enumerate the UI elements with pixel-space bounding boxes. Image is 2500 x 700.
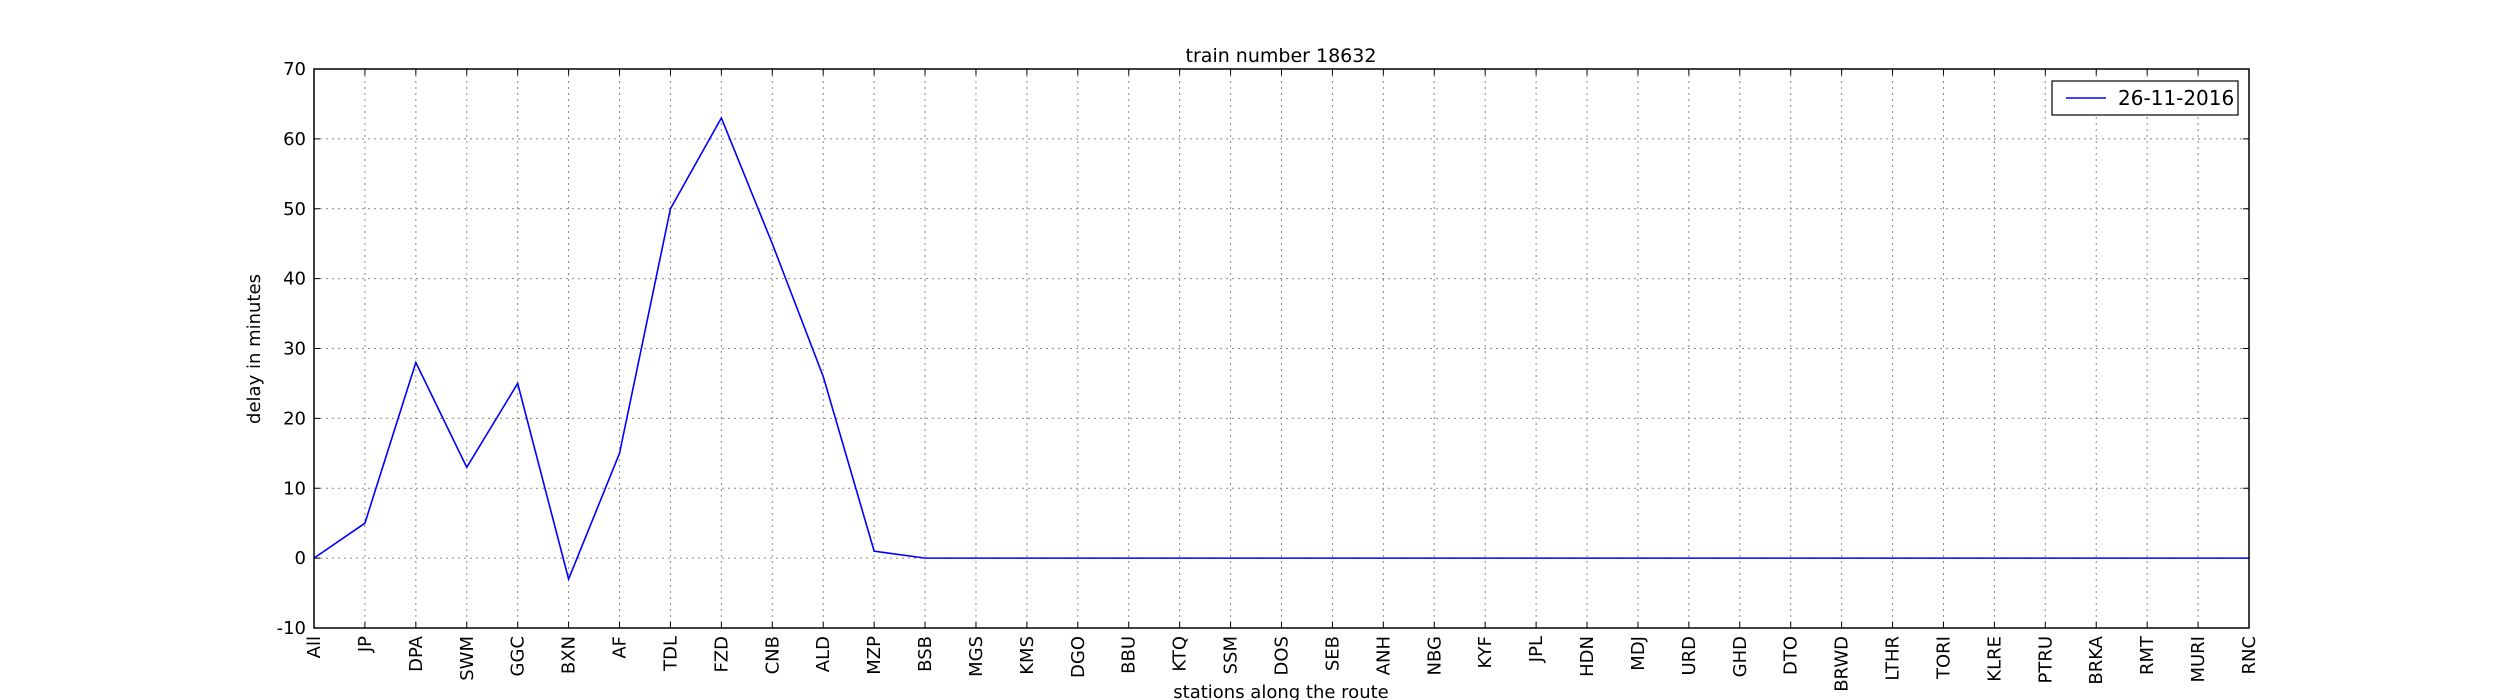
x-tick-label: BSB xyxy=(915,636,936,672)
x-tick-label: RMT xyxy=(2137,635,2158,675)
y-tick-label: 60 xyxy=(283,129,306,150)
x-tick-label: BXN xyxy=(559,636,580,674)
chart-title: train number 18632 xyxy=(1186,45,1377,67)
x-tick-label: KYF xyxy=(1475,636,1496,669)
y-tick-label: 70 xyxy=(283,59,306,80)
x-tick-label: DOS xyxy=(1272,636,1293,675)
x-tick-label: PTRU xyxy=(2035,636,2056,684)
x-tick-label: ALD xyxy=(813,636,834,672)
x-tick-label: MURI xyxy=(2188,636,2209,683)
x-tick-label: KLRE xyxy=(1984,636,2005,682)
x-tick-label: BRKA xyxy=(2086,635,2107,684)
x-tick-label: MGS xyxy=(966,636,987,677)
line xyxy=(313,116,2249,582)
x-tick-label: MZP xyxy=(864,636,885,675)
x-tick-label: GHD xyxy=(1730,636,1751,677)
x-tick-label: SSM xyxy=(1221,636,1242,674)
x-tick-label: DTO xyxy=(1781,636,1802,675)
x-tick-label: LTHR xyxy=(1883,636,1904,681)
x-tick-label: TDL xyxy=(660,636,681,672)
x-tick-label: FZD xyxy=(711,636,732,673)
y-tick-label: 40 xyxy=(283,269,306,290)
x-tick-label: BBU xyxy=(1119,636,1140,674)
x-tick-label: All xyxy=(304,636,325,658)
x-tick-label: NBG xyxy=(1424,636,1445,675)
x-tick-label: AF xyxy=(610,636,631,659)
x-tick-label: SWM xyxy=(457,636,478,681)
y-tick-label: 30 xyxy=(283,339,306,360)
x-tick-label: JPL xyxy=(1526,636,1547,663)
y-tick-label: 10 xyxy=(283,478,306,499)
x-tick-label: TORI xyxy=(1933,636,1954,680)
x-tick-label: DPA xyxy=(406,635,427,672)
x-tick-label: MDJ xyxy=(1628,636,1649,671)
y-tick-label: -10 xyxy=(277,618,306,639)
x-tick-label: JP xyxy=(355,636,376,653)
legend-label: 26-11-2016 xyxy=(2118,86,2234,110)
x-tick-label: DGO xyxy=(1068,636,1089,678)
x-tick-label: KMS xyxy=(1017,636,1038,675)
x-tick-label: CNB xyxy=(762,636,783,674)
x-tick-label: GGC xyxy=(508,636,529,676)
x-tick-label: HDN xyxy=(1577,636,1598,677)
x-tick-label: RNC xyxy=(2239,636,2260,675)
x-tick-label: KTQ xyxy=(1170,636,1191,672)
y-tick-label: 50 xyxy=(283,199,306,220)
y-axis-label: delay in minutes xyxy=(244,274,265,424)
x-tick-label: SEB xyxy=(1322,636,1343,671)
y-tick-label: 20 xyxy=(283,408,306,429)
y-tick-label: 0 xyxy=(295,548,306,569)
x-axis-label: stations along the route xyxy=(1173,682,1388,700)
plot-frame xyxy=(313,68,2250,629)
x-tick-label: URD xyxy=(1679,636,1700,676)
x-tick-label: ANH xyxy=(1373,636,1394,675)
x-tick-label: BRWD xyxy=(1832,636,1853,692)
